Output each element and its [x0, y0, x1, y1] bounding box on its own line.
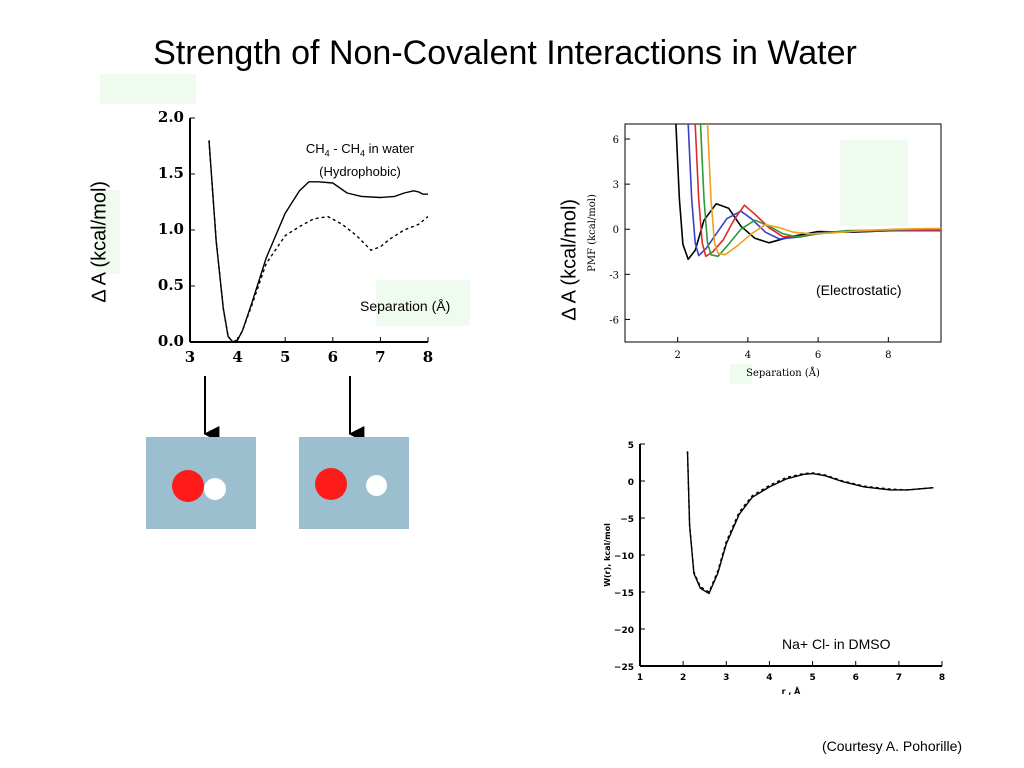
separated-pair-panel [299, 437, 409, 529]
y-tick-label: 3 [613, 180, 619, 191]
legend-sep: - CH [329, 141, 360, 156]
x-tick-label: 6 [328, 348, 338, 366]
x-tick-label: 7 [896, 673, 902, 683]
series-line-5 [706, 123, 941, 256]
page-title: Strength of Non-Covalent Interactions in… [153, 34, 857, 72]
x-tick-label: 7 [375, 348, 385, 366]
legend-tail: in water [365, 141, 415, 156]
x-axis-label: Separation (Å) [360, 298, 451, 314]
highlight-box [376, 280, 470, 326]
y-tick-label: 2.0 [158, 108, 184, 126]
y-tick-label: 5 [628, 441, 634, 451]
highlight-box [730, 364, 752, 384]
y-tick-label: 1.5 [158, 164, 184, 182]
x-tick-label: 2 [674, 350, 680, 361]
highlight-box [100, 74, 196, 104]
y-tick-label: 0.0 [158, 332, 184, 350]
series-line-3 [694, 123, 941, 258]
y-tick-label: −20 [614, 626, 634, 636]
contact-pair-panel [146, 437, 256, 529]
x-tick-label: 6 [853, 673, 859, 683]
y-tick-label: −15 [614, 589, 634, 599]
y-axis-label: ∆ A (kcal/mol) [88, 180, 111, 303]
y-tick-label: 0 [628, 478, 634, 488]
series-line-1 [686, 451, 934, 595]
x-tick-label: 5 [280, 348, 290, 366]
dmso-chart: 1 2 3 4 5 6 7 8 5 0 −5 −10 −15 −20 −25 r , Å W(r), kcal/… [603, 441, 945, 696]
x-axis-label: Separation (Å) [746, 367, 820, 379]
series-line-2 [686, 451, 934, 593]
y-axis-label: PMF (kcal/mol) [587, 194, 598, 272]
red-atom [172, 470, 204, 502]
plot-frame [624, 123, 942, 343]
series-line-2 [208, 140, 428, 343]
electrostatic-chart: 2 4 6 8 6 3 0 -3 -6 Separation (Å) PMF (kcal/mol) [587, 123, 942, 379]
white-atom [366, 475, 387, 496]
arrows [203, 376, 365, 442]
x-tick-label: 8 [939, 673, 945, 683]
y-tick-label: −25 [614, 663, 634, 673]
y-tick-label: −5 [620, 515, 634, 525]
series-line-1 [675, 123, 941, 261]
x-tick-label: 6 [815, 350, 821, 361]
x-axis-label: r , Å [782, 686, 802, 696]
legend-sub-b: 4 [359, 148, 365, 159]
dmso-label: Na+ Cl- in DMSO [782, 636, 891, 652]
x-tick-label: 4 [766, 673, 772, 683]
courtesy-note: (Courtesy A. Pohorille) [822, 738, 963, 754]
x-tick-label: 5 [809, 673, 815, 683]
red-atom [315, 468, 347, 500]
y-tick-label: 0 [613, 225, 619, 236]
x-tick-label: 2 [680, 673, 686, 683]
y-tick-label: 0.5 [158, 276, 184, 294]
x-tick-label: 1 [637, 673, 643, 683]
y-axis-label: ∆ A (kcal/mol) [558, 198, 581, 321]
highlight-box [96, 190, 120, 274]
highlight-box [840, 140, 908, 226]
x-tick-label: 8 [885, 350, 891, 361]
legend-hydrophobic: (Hydrophobic) [319, 163, 401, 179]
white-atom [204, 478, 226, 500]
hydrophobic-chart: 3 4 5 6 7 8 0.0 0.5 1.0 1.5 2.0 [158, 108, 433, 366]
electrostatic-label: (Electrostatic) [816, 282, 902, 298]
y-axis-label: W(r), kcal/mol [603, 523, 612, 587]
y-tick-label: 6 [613, 135, 619, 146]
x-tick-label: 8 [423, 348, 433, 366]
y-tick-label: 1.0 [158, 220, 184, 238]
x-tick-label: 4 [232, 348, 242, 366]
legend-ch4-a: CH [305, 141, 325, 156]
legend-sub-a: 4 [324, 148, 330, 159]
y-tick-label: −10 [614, 552, 634, 562]
x-tick-label: 4 [745, 350, 751, 361]
series-line-1 [208, 140, 428, 343]
x-tick-label: 3 [723, 673, 729, 683]
y-tick-label: -6 [609, 315, 619, 326]
x-tick-label: 3 [185, 348, 195, 366]
y-tick-label: -3 [609, 270, 619, 281]
series-line-4 [699, 123, 941, 258]
hydrophobic-legend: CH4 - CH4 in water (Hydrophobic) [290, 140, 430, 180]
